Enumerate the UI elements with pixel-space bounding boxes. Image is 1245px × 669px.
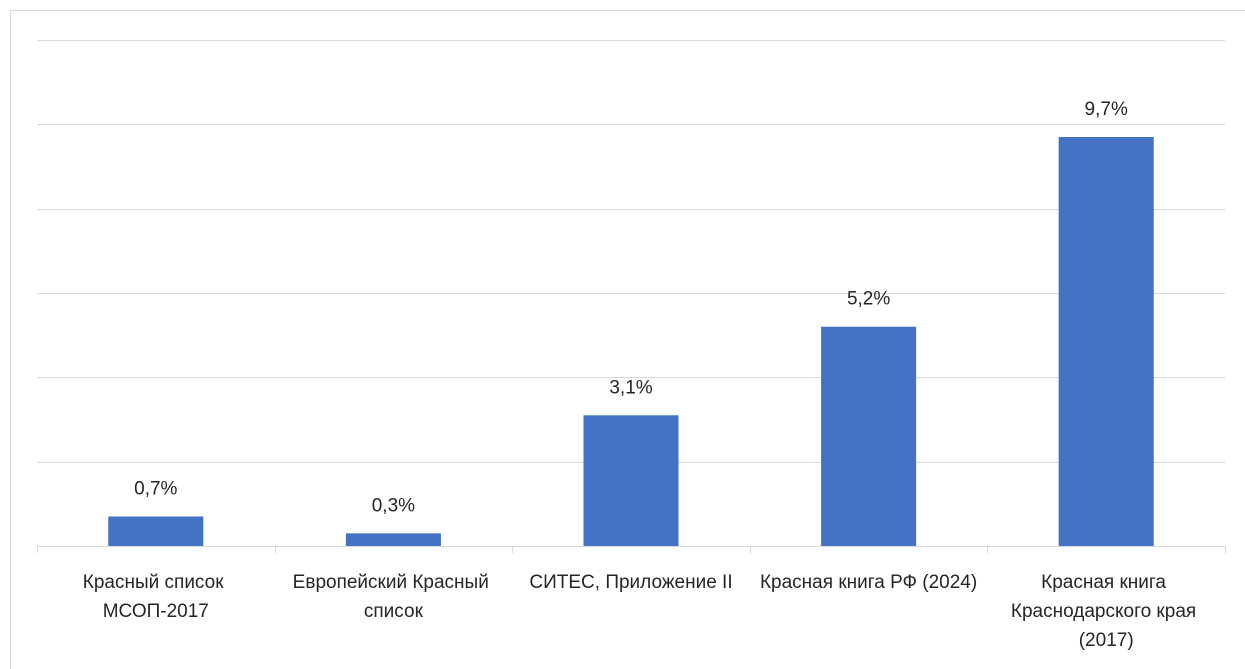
bar	[821, 326, 917, 546]
chart-border	[10, 10, 1245, 669]
data-label: 9,7%	[1085, 99, 1128, 120]
x-tick-label: СИТЕС, Приложение II	[529, 572, 732, 593]
x-tick-label: Красный список МСОП-2017	[83, 572, 229, 622]
bar	[108, 516, 204, 546]
bar	[583, 415, 679, 546]
x-tick-label: Красная книга Краснодарского края (2017)	[1011, 572, 1202, 651]
x-tick-label: Красная книга РФ (2024)	[760, 572, 977, 593]
x-tick-label: Европейский Красный список	[293, 572, 494, 622]
bar	[345, 533, 441, 546]
bar	[1058, 136, 1154, 546]
data-label: 0,3%	[372, 495, 415, 516]
data-label: 0,7%	[134, 478, 177, 499]
data-label: 5,2%	[847, 289, 890, 310]
data-label: 3,1%	[609, 377, 652, 398]
